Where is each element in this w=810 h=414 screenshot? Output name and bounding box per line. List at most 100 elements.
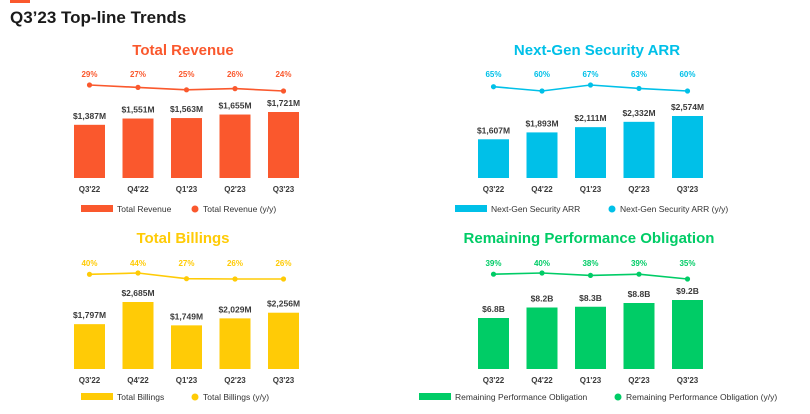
growth-label: 65% bbox=[485, 70, 501, 79]
category-label: Q3'22 bbox=[483, 185, 505, 194]
growth-label: 35% bbox=[679, 259, 695, 268]
legend-bar-swatch bbox=[81, 393, 113, 400]
growth-point bbox=[490, 271, 497, 277]
legend-line-label: Total Billings (y/y) bbox=[203, 392, 269, 402]
category-label: Q1'23 bbox=[580, 376, 602, 385]
bar bbox=[478, 139, 509, 178]
bar-value-label: $2,256M bbox=[267, 299, 300, 309]
bar bbox=[672, 116, 703, 178]
category-label: Q3'23 bbox=[273, 376, 295, 385]
bar-value-label: $6.8B bbox=[482, 304, 505, 314]
chart-title: Total Billings bbox=[136, 230, 229, 247]
growth-point bbox=[232, 86, 238, 92]
growth-point bbox=[636, 271, 642, 277]
bar-value-label: $8.2B bbox=[531, 294, 554, 304]
growth-point bbox=[587, 82, 594, 88]
legend-bar-swatch bbox=[419, 393, 451, 400]
bar-value-label: $2,574M bbox=[671, 102, 704, 112]
growth-label: 60% bbox=[679, 70, 695, 79]
chart-title: Next-Gen Security ARR bbox=[514, 42, 680, 59]
category-label: Q2'23 bbox=[628, 376, 650, 385]
growth-label: 25% bbox=[178, 70, 194, 79]
bar bbox=[526, 307, 558, 369]
growth-label: 29% bbox=[81, 70, 97, 79]
bar-value-label: $2,332M bbox=[622, 108, 655, 118]
category-label: Q3'23 bbox=[677, 185, 699, 194]
bar-value-label: $1,387M bbox=[73, 111, 106, 121]
category-label: Q4'22 bbox=[531, 376, 553, 385]
growth-point bbox=[135, 84, 141, 90]
legend-bar-swatch bbox=[455, 205, 487, 212]
bar bbox=[478, 318, 509, 369]
bar-value-label: $1,551M bbox=[121, 105, 154, 115]
growth-label: 27% bbox=[178, 259, 194, 268]
growth-point bbox=[86, 271, 93, 277]
bar bbox=[171, 118, 202, 178]
legend-line-label: Next-Gen Security ARR (y/y) bbox=[620, 204, 728, 214]
category-label: Q2'23 bbox=[224, 185, 246, 194]
category-label: Q3'22 bbox=[483, 376, 505, 385]
category-label: Q3'23 bbox=[273, 185, 295, 194]
title-accent-bar bbox=[10, 0, 30, 3]
growth-point bbox=[280, 276, 287, 282]
growth-label: 26% bbox=[227, 70, 243, 79]
bar bbox=[672, 300, 703, 369]
legend-line-swatch bbox=[614, 393, 622, 401]
category-label: Q3'22 bbox=[79, 376, 101, 385]
growth-point bbox=[183, 276, 190, 282]
bar-value-label: $1,893M bbox=[525, 118, 558, 128]
growth-point bbox=[86, 82, 93, 88]
category-label: Q1'23 bbox=[176, 185, 198, 194]
category-label: Q2'23 bbox=[628, 185, 650, 194]
legend-line-label: Total Revenue (y/y) bbox=[203, 204, 276, 214]
bar-value-label: $1,563M bbox=[170, 104, 203, 114]
bar bbox=[74, 324, 105, 369]
legend-bar-label: Total Revenue bbox=[117, 204, 172, 214]
bar-value-label: $1,797M bbox=[73, 310, 106, 320]
category-label: Q1'23 bbox=[176, 376, 198, 385]
category-label: Q4'22 bbox=[127, 376, 149, 385]
growth-label: 63% bbox=[631, 70, 647, 79]
page-title: Q3’23 Top-line Trends bbox=[10, 8, 187, 27]
bar bbox=[122, 118, 154, 178]
growth-label: 44% bbox=[130, 259, 146, 268]
growth-label: 26% bbox=[275, 259, 291, 268]
bar-value-label: $1,749M bbox=[170, 311, 203, 321]
chart-title: Total Revenue bbox=[132, 42, 233, 59]
category-label: Q1'23 bbox=[580, 185, 602, 194]
chart-title: Remaining Performance Obligation bbox=[464, 230, 715, 247]
legend-bar-label: Next-Gen Security ARR bbox=[491, 204, 580, 214]
bar bbox=[575, 127, 606, 178]
legend-bar-swatch bbox=[81, 205, 113, 212]
category-label: Q3'23 bbox=[677, 376, 699, 385]
growth-label: 26% bbox=[227, 259, 243, 268]
category-label: Q4'22 bbox=[531, 185, 553, 194]
growth-point bbox=[490, 84, 497, 90]
category-label: Q3'22 bbox=[79, 185, 101, 194]
growth-point bbox=[539, 270, 545, 276]
bar bbox=[122, 302, 154, 369]
growth-label: 39% bbox=[631, 259, 647, 268]
legend-line-swatch bbox=[191, 205, 199, 213]
category-label: Q4'22 bbox=[127, 185, 149, 194]
growth-label: 38% bbox=[582, 259, 598, 268]
growth-label: 40% bbox=[81, 259, 97, 268]
bar bbox=[219, 114, 251, 178]
bar bbox=[74, 124, 105, 178]
growth-point bbox=[684, 276, 691, 282]
bar bbox=[268, 312, 299, 369]
bar bbox=[219, 318, 251, 369]
bar-value-label: $1,721M bbox=[267, 98, 300, 108]
growth-point bbox=[232, 276, 238, 282]
growth-label: 60% bbox=[534, 70, 550, 79]
growth-point bbox=[636, 85, 642, 92]
bar-value-label: $2,029M bbox=[218, 304, 251, 314]
bar bbox=[623, 121, 655, 178]
growth-label: 24% bbox=[275, 70, 291, 79]
growth-label: 39% bbox=[485, 259, 501, 268]
growth-point bbox=[539, 88, 545, 94]
legend-line-label: Remaining Performance Obligation (y/y) bbox=[626, 392, 777, 402]
legend-bar-label: Remaining Performance Obligation bbox=[455, 392, 588, 402]
legend-bar-label: Total Billings bbox=[117, 392, 164, 402]
